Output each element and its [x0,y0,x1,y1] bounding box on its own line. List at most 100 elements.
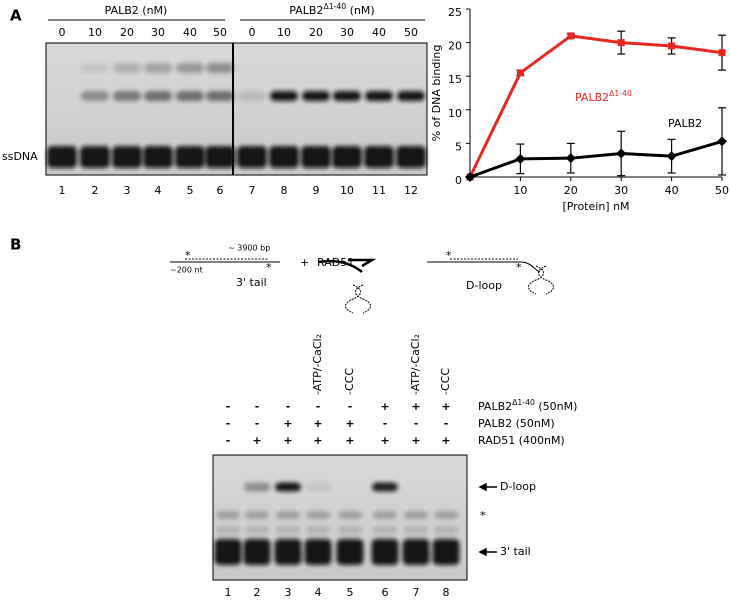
band [216,526,240,534]
concentration: 0 [249,26,256,39]
x-tick-label: 50 [715,184,729,197]
diagram-text: 3' tail [236,276,267,289]
gel-title: PALB2 (nM) [105,4,168,17]
gel-bands [47,63,426,168]
lane-number: 8 [443,586,450,599]
condition-sign: - [226,434,231,447]
condition-sign: - [414,417,419,430]
concentration: 30 [340,26,354,39]
band [112,146,142,168]
lane-number: 4 [155,184,162,197]
band [243,539,271,565]
lane-number: 8 [281,184,288,197]
concentration: 50 [404,26,418,39]
condition-sign: + [283,434,292,447]
panel-label: B [10,236,21,254]
condition-sign: + [345,434,354,447]
series-line [469,139,723,179]
condition-label: PALB2 (50nM) [478,417,555,430]
lane-number: 7 [249,184,256,197]
condition-sign: - [226,400,231,413]
point [567,32,575,40]
x-tick-label: 40 [665,184,679,197]
band [113,91,141,101]
y-tick-label: 10 [448,107,462,120]
x-tick-label: 20 [564,184,578,197]
band [238,91,266,101]
lane-note: -ATP/-CaCl₂ [409,334,422,395]
band [333,91,361,101]
concentration: 10 [88,26,102,39]
band [276,511,300,519]
band [404,511,428,519]
band [206,91,234,101]
lane-number: 6 [217,184,224,197]
star: * [185,249,191,262]
y-tick-label: 20 [448,40,462,53]
concentration: 20 [120,26,134,39]
band [306,511,330,519]
series-line [468,34,723,178]
star: * [446,249,452,262]
concentration: 0 [59,26,66,39]
concentration: 40 [183,26,197,39]
lane-number: 3 [124,184,131,197]
condition-sign: + [313,417,322,430]
lane-number: 4 [315,586,322,599]
band [81,91,109,101]
y-tick-label: 15 [448,73,462,86]
condition-sign: - [444,417,449,430]
gel-title: PALB2Δ1-40 (nM) [289,2,374,18]
condition-sign: + [411,434,420,447]
x-axis-label: [Protein] nM [562,200,629,213]
band [113,63,141,73]
point [718,49,726,57]
condition-sign: + [441,434,450,447]
condition-sign: - [348,400,353,413]
concentration: 20 [309,26,323,39]
point [516,69,524,77]
lane-number: 10 [340,184,354,197]
band [432,539,460,565]
lane-number: 3 [285,586,292,599]
y-axis-label: % of DNA binding [430,45,443,142]
lane-number: 9 [313,184,320,197]
diagram-text: D-loop [466,279,502,292]
condition-sign: - [255,400,260,413]
band [396,146,426,168]
band [305,482,331,492]
point [666,151,677,162]
band [206,63,234,73]
x-tick-label: 10 [513,184,527,197]
concentration: 30 [151,26,165,39]
concentration: 40 [372,26,386,39]
point [668,42,676,50]
band [47,146,77,168]
band [373,511,397,519]
condition-sign: - [316,400,321,413]
point [465,172,475,182]
lane-number: 11 [372,184,386,197]
condition-sign: + [313,434,322,447]
band [245,511,269,519]
condition-sign: + [283,417,292,430]
condition-label: RAD51 (400nM) [478,434,565,447]
lane-number: 5 [187,184,194,197]
diagram-text: ~ 3900 bp [228,244,270,253]
band [244,482,270,492]
band [397,91,425,101]
band [372,482,398,492]
condition-sign: + [411,400,420,413]
concentration: 10 [277,26,291,39]
band-arrows [478,482,497,557]
band [434,511,458,519]
band-label: * [480,509,486,522]
band [275,482,301,492]
band-label: D-loop [500,480,536,493]
band [143,146,173,168]
band [176,63,204,73]
band [306,526,330,534]
lane-number: 2 [254,586,261,599]
band [402,539,430,565]
